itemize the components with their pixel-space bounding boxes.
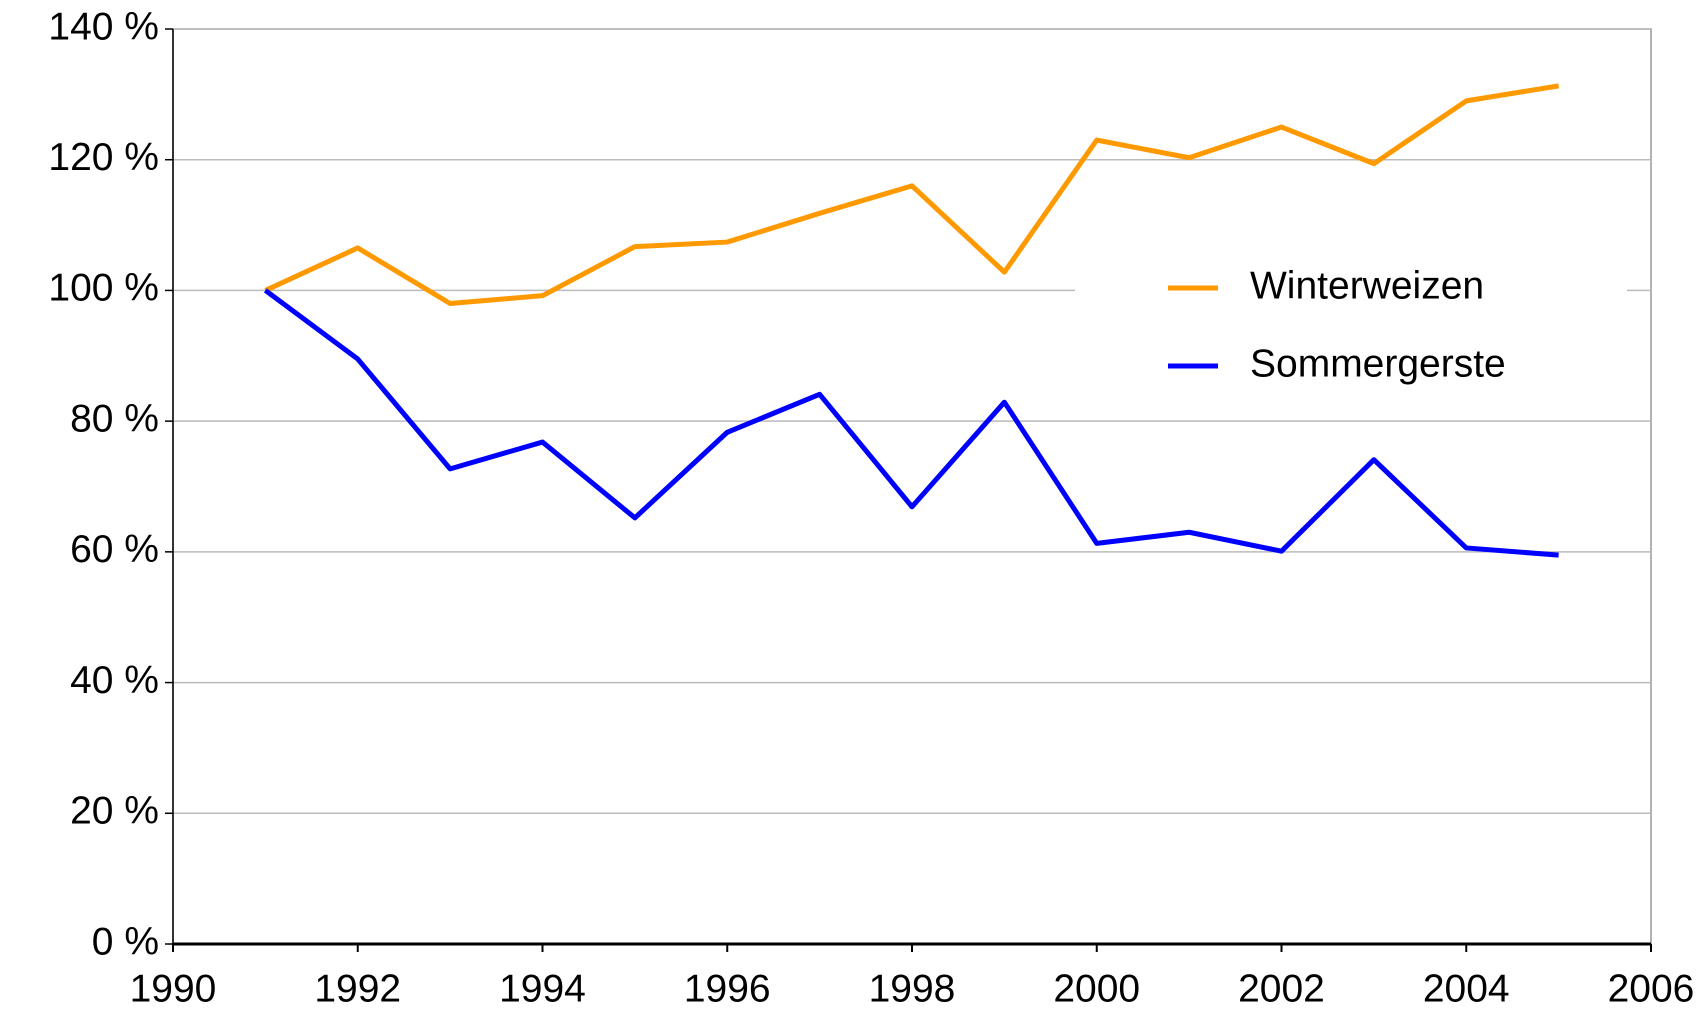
y-tick-label: 40 % xyxy=(70,659,159,702)
x-tick-label: 1994 xyxy=(499,967,586,1010)
y-tick-label: 120 % xyxy=(48,136,159,179)
y-tick-label: 20 % xyxy=(70,790,159,833)
x-tick-label: 2000 xyxy=(1053,967,1140,1010)
x-tick-label: 2002 xyxy=(1238,967,1325,1010)
legend-label: Sommergerste xyxy=(1250,342,1506,385)
plot-frame xyxy=(172,28,1652,945)
y-tick-label: 100 % xyxy=(48,267,159,310)
y-tick-label: 60 % xyxy=(70,528,159,571)
legend-label: Winterweizen xyxy=(1250,264,1484,307)
y-tick-label: 0 % xyxy=(92,920,159,963)
y-tick-label: 140 % xyxy=(48,5,159,48)
series-line xyxy=(264,83,1560,306)
series-line xyxy=(263,288,1559,558)
x-tick-label: 1998 xyxy=(869,967,956,1010)
x-tick-label: 1990 xyxy=(130,967,217,1010)
x-tick-label: 2006 xyxy=(1608,967,1695,1010)
y-tick-label: 80 % xyxy=(70,397,159,440)
x-tick-label: 1996 xyxy=(684,967,771,1010)
legend-box xyxy=(1075,245,1627,415)
x-tick-label: 2004 xyxy=(1423,967,1510,1010)
x-tick-label: 1992 xyxy=(314,967,401,1010)
